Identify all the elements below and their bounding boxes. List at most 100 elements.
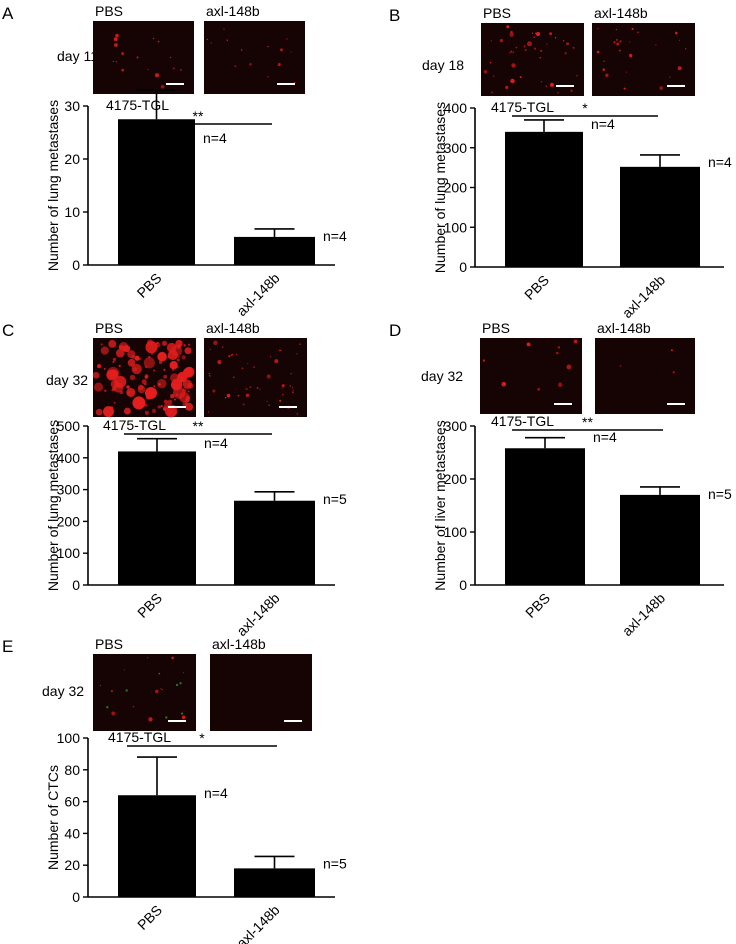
- fluorescent-spot: [510, 30, 513, 34]
- fluorescent-spot: [597, 28, 599, 30]
- fluorescent-spot: [100, 346, 109, 355]
- fluorescent-spot: [290, 51, 292, 53]
- y-tick-label: 10: [64, 204, 80, 220]
- panel-b-micrograph-pbs: [481, 23, 584, 96]
- fluorescent-spot: [677, 66, 682, 71]
- fluorescent-spot: [659, 86, 664, 90]
- fluorescent-spot: [161, 340, 168, 346]
- x-tick-label: PBS: [522, 590, 553, 621]
- panel-e-micrograph-pbs: [93, 654, 196, 731]
- fluorescent-spot: [557, 92, 559, 94]
- micrograph-background: [592, 23, 695, 96]
- bar-pbs: [118, 795, 196, 897]
- fluorescent-spot: [505, 85, 509, 90]
- fluorescent-spot: [110, 690, 113, 693]
- fluorescent-spot: [282, 393, 284, 396]
- fluorescent-spot: [576, 75, 578, 77]
- fluorescent-spot: [499, 38, 504, 43]
- fluorescent-spot: [132, 705, 135, 708]
- fluorescent-spot: [237, 394, 240, 397]
- fluorescent-spot: [249, 63, 252, 66]
- fluorescent-spot: [531, 32, 534, 34]
- fluorescent-spot: [158, 672, 161, 675]
- fluorescent-spot: [277, 62, 281, 67]
- fluorescent-spot: [127, 358, 136, 367]
- fluorescent-spot: [286, 38, 288, 40]
- micrograph-background: [93, 21, 194, 94]
- panel-b-day-label: day 18: [422, 57, 464, 73]
- fluorescent-spot: [119, 345, 125, 350]
- fluorescent-spot: [619, 40, 622, 43]
- x-tick-label: axl-148b: [619, 272, 668, 321]
- n-label: n=4: [204, 785, 228, 801]
- fluorescent-spot: [292, 389, 294, 391]
- fluorescent-spot: [156, 341, 159, 345]
- fluorescent-spot: [280, 48, 283, 52]
- fluorescent-spot: [93, 382, 104, 392]
- fluorescent-spot: [489, 62, 492, 64]
- fluorescent-spot: [152, 37, 155, 40]
- y-tick-label: 100: [57, 545, 81, 561]
- fluorescent-spot: [562, 40, 565, 42]
- fluorescent-spot: [170, 373, 179, 383]
- fluorescent-spot: [136, 56, 139, 59]
- panel-d-image-label: PBS: [482, 320, 510, 336]
- fluorescent-spot: [185, 402, 194, 411]
- fluorescent-spot: [296, 413, 299, 415]
- fluorescent-spot: [519, 76, 522, 79]
- fluorescent-spot: [184, 369, 188, 373]
- fluorescent-spot: [126, 385, 130, 389]
- fluorescent-spot: [187, 390, 190, 393]
- y-tick-label: 100: [444, 219, 468, 235]
- fluorescent-spot: [242, 403, 245, 406]
- panel-d-micrograph-axl: [595, 338, 695, 414]
- fluorescent-spot: [615, 38, 618, 41]
- fluorescent-spot: [184, 347, 192, 355]
- fluorescent-spot: [537, 388, 540, 391]
- fluorescent-spot: [623, 87, 626, 90]
- significance-marker: **: [582, 414, 593, 430]
- panel-b-image-label: PBS: [483, 5, 511, 21]
- fluorescent-spot: [566, 42, 570, 46]
- fluorescent-spot: [637, 31, 639, 34]
- fluorescent-spot: [556, 351, 559, 355]
- panel-b-y-axis-label: Number of lung metastases: [432, 102, 448, 273]
- fluorescent-spot: [152, 369, 156, 372]
- fluorescent-spot: [113, 382, 124, 393]
- panel-a-image-label: PBS: [95, 3, 123, 19]
- y-tick-label: 0: [72, 889, 80, 905]
- fluorescent-spot: [557, 346, 561, 349]
- fluorescent-spot: [631, 27, 634, 31]
- micrograph-background: [93, 654, 196, 731]
- panel-c-image-label: PBS: [95, 320, 123, 336]
- fluorescent-spot: [163, 374, 168, 379]
- fluorescent-spot: [179, 682, 182, 685]
- fluorescent-spot: [179, 391, 190, 403]
- micrograph-background: [481, 23, 584, 96]
- fluorescent-spot: [566, 364, 572, 370]
- fluorescent-spot: [213, 340, 218, 345]
- fluorescent-spot: [296, 353, 298, 355]
- fluorescent-spot: [172, 368, 175, 371]
- fluorescent-spot: [526, 342, 531, 347]
- fluorescent-spot: [573, 339, 578, 344]
- fluorescent-spot: [167, 349, 178, 361]
- fluorescent-spot: [292, 391, 294, 393]
- fluorescent-spot: [625, 71, 628, 73]
- fluorescent-spot: [108, 339, 117, 348]
- bar-pbs: [118, 119, 195, 265]
- fluorescent-spot: [266, 400, 268, 403]
- fluorescent-spot: [226, 39, 228, 41]
- panel-c-day-label: day 32: [46, 372, 88, 388]
- fluorescent-spot: [155, 689, 159, 694]
- fluorescent-spot: [113, 43, 118, 47]
- fluorescent-spot: [596, 50, 600, 54]
- fluorescent-spot: [131, 363, 142, 375]
- y-tick-label: 40: [64, 825, 80, 841]
- fluorescent-spot: [96, 363, 102, 369]
- fluorescent-spot: [174, 398, 177, 401]
- panel-e-image-label: axl-148b: [212, 636, 266, 652]
- y-tick-label: 60: [64, 794, 80, 810]
- fluorescent-spot: [672, 371, 675, 374]
- fluorescent-spot: [510, 78, 515, 84]
